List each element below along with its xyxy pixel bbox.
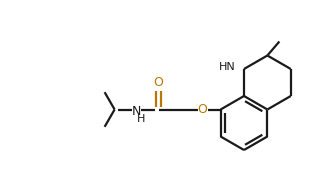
Text: N: N: [132, 105, 141, 118]
Text: O: O: [198, 103, 208, 116]
Text: HN: HN: [219, 62, 236, 72]
Text: O: O: [154, 76, 163, 89]
Text: H: H: [136, 113, 145, 124]
